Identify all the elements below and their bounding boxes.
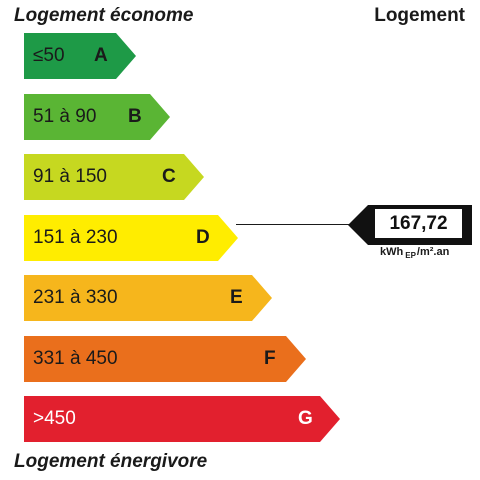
band-range-label: 151 à 230 [33, 226, 118, 248]
band-range-label: 231 à 330 [33, 287, 118, 308]
band-arrow-shape [24, 275, 272, 321]
band-range-label: >450 [33, 408, 76, 429]
band-arrow-shape [24, 154, 204, 200]
energy-band-e: 231 à 330 E [24, 275, 272, 321]
unit-tail: /m².an [416, 246, 450, 258]
band-range-label: 91 à 150 [33, 166, 107, 187]
band-letter: C [162, 166, 176, 187]
band-arrow-shape [24, 335, 306, 382]
current-value: 167,72 [375, 209, 462, 238]
unit-main: kWh [380, 246, 404, 258]
energy-band-a: ≤50 A [24, 33, 136, 79]
band-range-label: 51 à 90 [33, 105, 97, 127]
band-letter: A [94, 45, 108, 66]
band-letter: E [230, 287, 243, 308]
value-unit: kWh EP/m².an [380, 246, 449, 260]
bottom-label: Logement énergivore [14, 451, 208, 472]
energy-band-f: 331 à 450 F [24, 335, 306, 382]
band-letter: G [298, 408, 313, 429]
band-range-label: 331 à 450 [33, 347, 118, 369]
band-arrow-shape [24, 396, 340, 442]
energy-band-d: 151 à 230 D [24, 214, 238, 261]
energy-band-b: 51 à 90 B [24, 93, 170, 140]
column-label: Logement [374, 5, 465, 26]
band-arrow-shape [24, 93, 170, 140]
band-arrow-shape [24, 214, 238, 261]
unit-subscript: EP [405, 251, 416, 260]
top-label: Logement économe [14, 5, 194, 26]
band-arrow-shape [24, 33, 136, 79]
band-letter: F [264, 347, 276, 369]
band-letter: D [196, 226, 210, 248]
band-range-label: ≤50 [33, 45, 65, 66]
energy-band-g: >450 G [24, 396, 340, 442]
indicator-connector-line [236, 224, 352, 225]
energy-band-c: 91 à 150 C [24, 154, 204, 200]
band-letter: B [128, 105, 142, 127]
